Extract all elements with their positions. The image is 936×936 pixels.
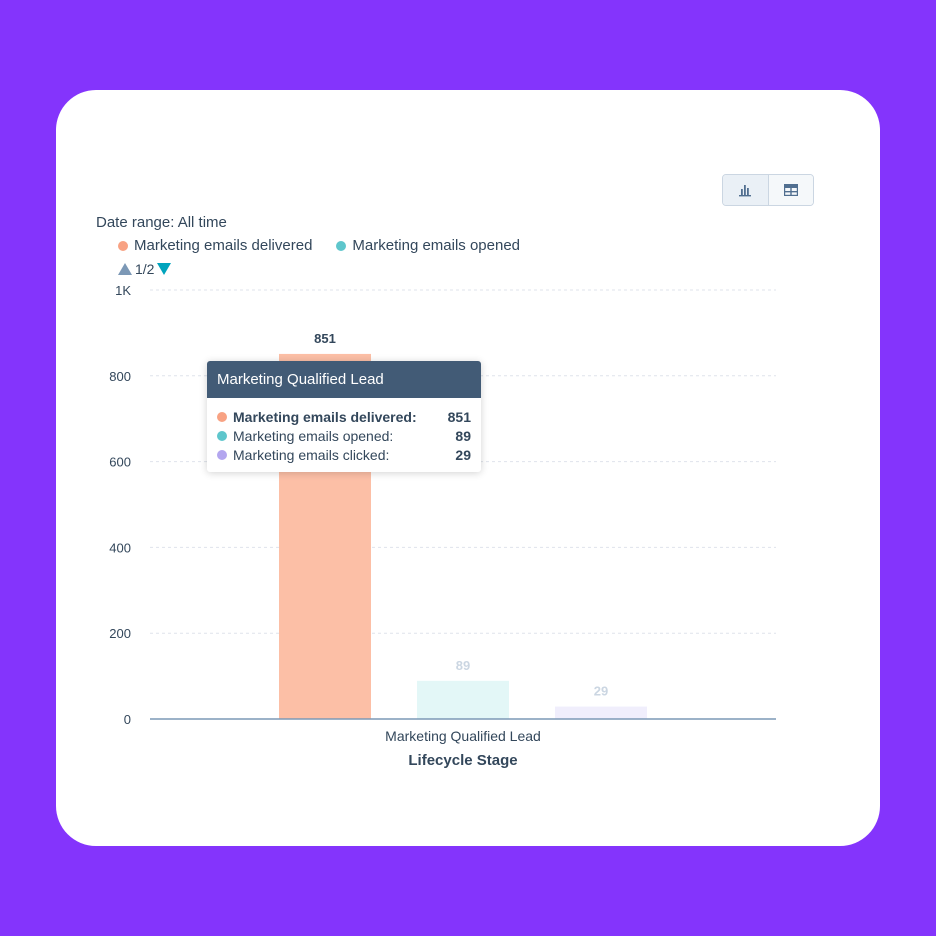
data-label: 851 (314, 331, 336, 346)
tooltip-value: 851 (447, 408, 471, 425)
tooltip-title: Marketing Qualified Lead (207, 361, 481, 398)
legend-dot (118, 240, 128, 251)
data-label: 29 (594, 684, 608, 699)
tooltip-dot (217, 411, 227, 422)
view-toggle (722, 174, 814, 206)
tooltip-dot (217, 430, 227, 441)
y-tick-label: 800 (109, 369, 131, 384)
bar-2 (417, 680, 509, 719)
report-card: Date range: All time Marketing emails de… (56, 90, 880, 846)
legend-pager: 1/2 (118, 261, 172, 277)
y-tick-label: 400 (109, 540, 131, 555)
date-range-filter[interactable]: Date range: All time (96, 214, 227, 231)
chart-view-button[interactable] (723, 175, 769, 205)
legend-item-delivered[interactable]: Marketing emails delivered (118, 237, 312, 254)
y-tick-label: 1K (115, 283, 131, 298)
y-tick-label: 0 (124, 712, 131, 727)
y-tick-label: 600 (109, 455, 131, 470)
tooltip-label: Marketing emails delivered: (233, 408, 417, 425)
tooltip-label: Marketing emails clicked: (233, 446, 390, 463)
tooltip-label: Marketing emails opened: (233, 427, 394, 444)
tooltip-dot (217, 449, 227, 460)
legend-label: Marketing emails delivered (134, 237, 313, 254)
tooltip-value: 89 (455, 427, 471, 444)
legend-item-opened[interactable]: Marketing emails opened (336, 237, 520, 254)
legend-label: Marketing emails opened (352, 237, 521, 254)
y-tick-label: 200 (109, 626, 131, 641)
chart-tooltip: Marketing Qualified Lead Marketing email… (207, 361, 481, 472)
legend-dot (336, 240, 347, 251)
x-category-label: Marketing Qualified Lead (385, 728, 541, 744)
tooltip-body: Marketing emails delivered: 851 Marketin… (207, 398, 481, 472)
legend-page: 1/2 (135, 261, 155, 277)
bar-chart: 0 200 400 600 800 1K 851 89 29 (109, 283, 776, 727)
pager-down-icon[interactable] (157, 263, 172, 275)
pager-up-icon[interactable] (118, 263, 132, 275)
tooltip-value: 29 (455, 446, 471, 463)
chart-legend: Marketing emails delivered Marketing ema… (118, 237, 520, 254)
tooltip-row-clicked: Marketing emails clicked: 29 (217, 445, 471, 464)
bar-chart-icon (739, 185, 752, 197)
data-label: 89 (456, 658, 470, 673)
x-axis-title: Lifecycle Stage (408, 752, 518, 769)
bar-3 (555, 706, 647, 719)
tooltip-row-delivered: Marketing emails delivered: 851 (217, 407, 471, 426)
table-view-button[interactable] (768, 175, 813, 205)
table-icon (783, 184, 798, 196)
tooltip-row-opened: Marketing emails opened: 89 (217, 426, 471, 445)
